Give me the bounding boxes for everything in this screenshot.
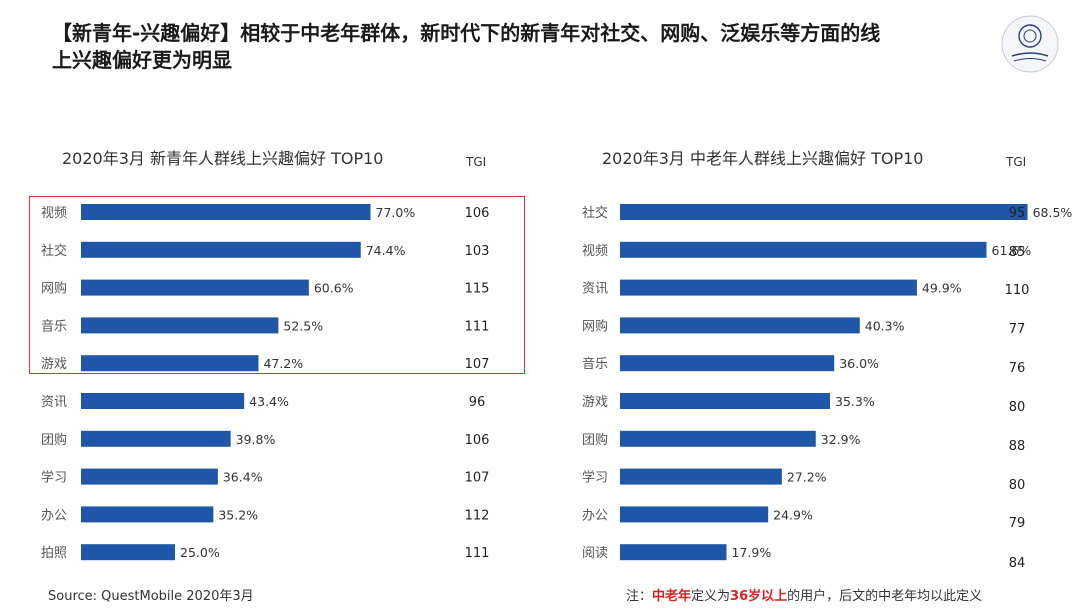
value-label: 25.0% [180, 545, 220, 560]
right-chart-title: 2020年3月 中老年人群线上兴趣偏好 TOP10 [602, 149, 924, 168]
bar [81, 241, 361, 258]
value-label: 40.3% [865, 318, 905, 333]
bar [81, 204, 371, 220]
value-label: 43.4% [249, 394, 289, 409]
slide-title: 【新青年-兴趣偏好】相较于中老年群体，新时代下的新青年对社交、网购、泛娱乐等方面… [52, 21, 881, 72]
bar [620, 241, 987, 258]
tgi-value: 84 [1009, 556, 1026, 571]
bar [81, 506, 214, 523]
category-label: 团购 [582, 432, 608, 448]
category-label: 游戏 [41, 357, 67, 372]
tgi-value: 76 [1009, 361, 1026, 376]
value-label: 39.8% [236, 432, 276, 447]
tgi-value: 103 [465, 244, 490, 259]
bar [81, 430, 231, 447]
bar [81, 393, 245, 409]
category-label: 社交 [41, 243, 67, 259]
top5-highlight-box [29, 196, 525, 374]
tgi-value: 88 [1009, 439, 1026, 454]
category-label: 视频 [582, 244, 608, 259]
category-label: 办公 [41, 508, 67, 523]
bar [620, 506, 769, 523]
tgi-value: 95 [1009, 206, 1026, 221]
tgi-value: 112 [465, 508, 490, 523]
source-note: Source: QuestMobile 2020年3月 [48, 589, 254, 604]
category-label: 资讯 [582, 282, 608, 297]
value-label: 60.6% [314, 281, 354, 296]
bar [620, 544, 727, 561]
tgi-value: 80 [1009, 478, 1026, 493]
value-label: 74.4% [366, 243, 406, 258]
tgi-value: 106 [465, 206, 490, 221]
tgi-value: 107 [465, 471, 490, 486]
tgi-value: 107 [465, 357, 490, 372]
footnote-age: 36岁以上 [730, 589, 788, 604]
value-label: 32.9% [821, 432, 861, 447]
right-tgi-header: TGI [1006, 155, 1027, 169]
value-label: 52.5% [283, 318, 323, 333]
category-label: 学习 [582, 470, 608, 486]
value-label: 27.2% [787, 470, 827, 485]
right-bar-chart: 社交 68.5% 95 视频 61.6%85 资讯 49.9% 110 网购 40.3% 77 音乐 3… [582, 204, 1073, 571]
bar [620, 279, 917, 296]
tgi-value: 111 [465, 546, 490, 561]
left-tgi-header: TGI [466, 155, 487, 169]
value-label: 77.0% [376, 205, 416, 220]
bar [620, 355, 835, 372]
category-label: 办公 [582, 508, 608, 523]
category-label: 网购 [582, 318, 608, 334]
bar [81, 544, 175, 561]
bar [620, 317, 860, 334]
value-label: 36.4% [223, 470, 263, 485]
category-label: 音乐 [41, 318, 67, 334]
category-label: 游戏 [582, 395, 608, 410]
value-label: 35.3% [835, 394, 875, 409]
bar [81, 317, 279, 334]
value-label: 35.2% [218, 507, 258, 522]
value-label: 36.0% [839, 356, 879, 371]
university-logo [1001, 15, 1059, 73]
value-label: 24.9% [773, 507, 813, 522]
footnote-mid: 定义为 [691, 589, 731, 604]
value-label: 61.6% [992, 243, 1032, 258]
bar [81, 355, 259, 372]
tgi-value: 79 [1009, 516, 1026, 531]
category-label: 音乐 [582, 356, 608, 372]
value-label: 68.5% [1033, 205, 1073, 220]
value-label: 49.9% [922, 281, 962, 296]
tgi-value: 115 [465, 282, 490, 297]
tgi-value: 106 [465, 433, 490, 448]
bar [620, 430, 816, 447]
category-label: 网购 [41, 281, 67, 297]
tgi-value: 110 [1005, 283, 1030, 298]
category-label: 学习 [41, 470, 67, 486]
value-label: 17.9% [732, 545, 772, 560]
category-label: 视频 [41, 206, 67, 221]
footnote-prefix: 注： [626, 589, 653, 604]
footnote: 注：中老年定义为36岁以上的用户，后文的中老年均以此定义 [626, 585, 982, 604]
bar [620, 393, 831, 409]
bar [620, 468, 782, 485]
bar [620, 204, 1028, 220]
tgi-value: 80 [1009, 400, 1026, 415]
category-label: 社交 [582, 205, 608, 221]
bar [81, 468, 218, 485]
footnote-suffix: 的用户，后文的中老年均以此定义 [787, 589, 983, 604]
left-bar-chart: 视频 77.0% 106 社交 74.4% 103 网购 60.6% 115 音乐 52.5% 111… [41, 204, 490, 561]
category-label: 拍照 [41, 546, 67, 561]
category-label: 资讯 [41, 395, 67, 410]
category-label: 团购 [41, 432, 67, 448]
tgi-value: 85 [1009, 245, 1026, 260]
left-chart-title: 2020年3月 新青年人群线上兴趣偏好 TOP10 [62, 149, 384, 168]
category-label: 阅读 [582, 546, 608, 561]
tgi-value: 77 [1009, 322, 1026, 337]
tgi-value: 96 [469, 395, 486, 410]
bar [81, 279, 309, 296]
tgi-value: 111 [465, 319, 490, 334]
value-label: 47.2% [263, 356, 303, 371]
footnote-term: 中老年 [652, 589, 692, 604]
